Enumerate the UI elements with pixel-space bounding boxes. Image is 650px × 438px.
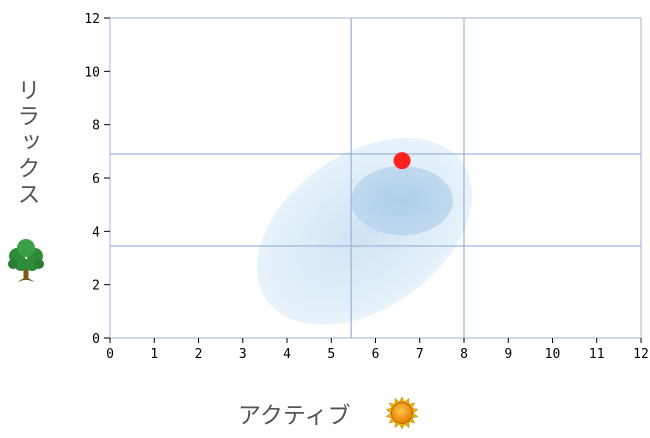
x-tick-label: 0 bbox=[106, 347, 114, 362]
y-tick-label: 2 bbox=[92, 279, 100, 294]
x-tick-label: 11 bbox=[589, 347, 605, 362]
points-layer bbox=[393, 152, 411, 170]
x-tick-label: 3 bbox=[239, 347, 247, 362]
y-tick-label: 6 bbox=[92, 172, 100, 187]
y-tick-label: 8 bbox=[92, 119, 100, 134]
y-tick-label: 12 bbox=[84, 12, 100, 27]
x-tick-label: 9 bbox=[504, 347, 512, 362]
y-axis-title: リラックス bbox=[13, 78, 39, 208]
y-tick-label: 0 bbox=[92, 332, 100, 347]
x-tick-label: 8 bbox=[460, 347, 468, 362]
sun-icon bbox=[385, 396, 419, 430]
x-tick-label: 12 bbox=[633, 347, 649, 362]
reference-lines-layer bbox=[110, 18, 641, 338]
x-tick-label: 1 bbox=[150, 347, 158, 362]
data-point-1 bbox=[393, 152, 411, 170]
tree-icon bbox=[8, 239, 44, 282]
regions-layer bbox=[256, 138, 472, 325]
x-tick-label: 4 bbox=[283, 347, 291, 362]
x-tick-label: 7 bbox=[416, 347, 424, 362]
x-tick-label: 2 bbox=[195, 347, 203, 362]
y-tick-label: 10 bbox=[84, 65, 100, 80]
x-tick-label: 10 bbox=[545, 347, 561, 362]
y-tick-label: 4 bbox=[92, 225, 100, 240]
x-tick-label: 5 bbox=[327, 347, 335, 362]
region-inner-circle bbox=[351, 166, 453, 236]
x-axis-title: アクティブ bbox=[238, 403, 350, 429]
x-tick-label: 6 bbox=[372, 347, 380, 362]
